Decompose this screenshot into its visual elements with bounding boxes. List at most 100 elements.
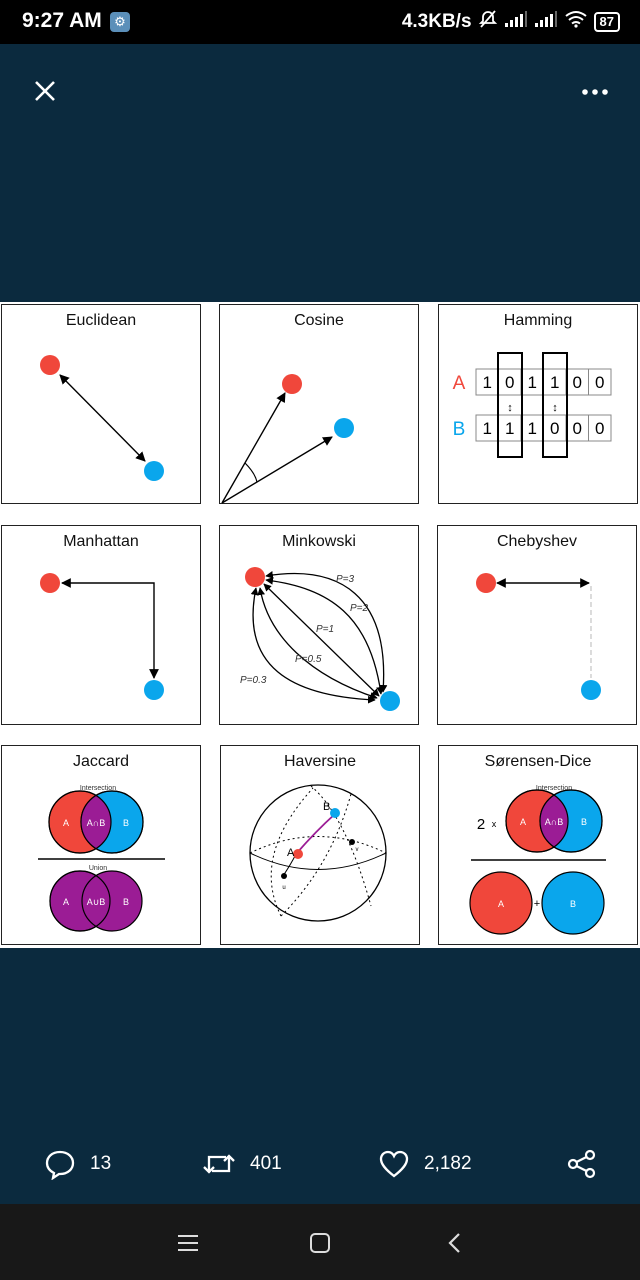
close-button[interactable] xyxy=(30,76,60,106)
settings-icon: ⚙ xyxy=(110,12,130,32)
jaccard-panel: Jaccard Intersection A A∩B B Union A A∪B… xyxy=(1,745,201,945)
panel-title: Hamming xyxy=(503,312,573,329)
panel-title: Euclidean xyxy=(65,312,137,329)
wifi-icon xyxy=(564,10,588,34)
more-icon xyxy=(582,89,608,95)
manhattan-diagram xyxy=(40,573,164,700)
intersection-label: Intersection xyxy=(536,785,572,792)
hamming-bit: 1 xyxy=(483,373,492,392)
minkowski-diagram: P=3 P=2 P=1 P=0.5 P=0.3 xyxy=(240,567,400,711)
navigation-bar xyxy=(0,1204,640,1280)
sorensen-dice-panel: Sørensen-Dice Intersection 2 x A A∩B B A… xyxy=(438,745,638,945)
menu-button[interactable] xyxy=(173,1228,203,1258)
cosine-diagram xyxy=(221,374,354,504)
svg-text:↕: ↕ xyxy=(507,402,513,414)
retweet-icon xyxy=(203,1154,235,1174)
hamming-diagram: A B 1 0 1 1 0 01 1 1 0 0 0 ↕ ↕ xyxy=(453,352,612,458)
panel-title: Minkowski xyxy=(282,533,356,550)
comment-icon xyxy=(45,1150,75,1180)
panel-title: Cosine xyxy=(294,312,344,329)
svg-text:A: A xyxy=(63,897,69,907)
chebyshev-panel: Chebyshev xyxy=(437,525,637,725)
panel-title: Chebyshev xyxy=(496,533,578,550)
like-button[interactable]: 2,182 xyxy=(378,1148,472,1180)
home-icon xyxy=(310,1233,330,1253)
panel-title: Haversine xyxy=(283,753,357,770)
mute-icon xyxy=(478,9,498,35)
more-options-button[interactable] xyxy=(580,80,610,104)
hamming-cell xyxy=(588,368,612,396)
home-button[interactable] xyxy=(305,1228,335,1258)
heart-icon xyxy=(379,1150,409,1178)
retweet-count: 401 xyxy=(250,1153,282,1174)
svg-text:A∩B: A∩B xyxy=(87,818,105,828)
share-button[interactable] xyxy=(566,1148,598,1180)
svg-text:A: A xyxy=(520,817,526,827)
svg-text:B: B xyxy=(570,899,576,909)
svg-text:↕: ↕ xyxy=(552,402,558,414)
menu-icon xyxy=(178,1235,198,1251)
manhattan-panel: Manhattan xyxy=(1,525,201,725)
svg-text:B: B xyxy=(123,897,129,907)
chebyshev-diagram xyxy=(476,573,601,700)
like-count: 2,182 xyxy=(424,1153,472,1174)
network-speed: 4.3KB/s xyxy=(401,11,472,32)
minkowski-label: P=1 xyxy=(316,624,334,635)
svg-text:B: B xyxy=(581,817,587,827)
retweet-button[interactable]: 401 xyxy=(202,1148,282,1180)
status-bar: 9:27 AM ⚙ 4.3KB/s 87 xyxy=(0,0,640,44)
signal-icon xyxy=(534,10,558,34)
back-icon xyxy=(448,1233,460,1253)
share-icon xyxy=(567,1149,596,1179)
hamming-bit: 0 xyxy=(595,373,604,392)
hamming-row-a-label: A xyxy=(453,373,466,394)
back-button[interactable] xyxy=(440,1228,470,1258)
panel-title: Sørensen-Dice xyxy=(484,753,592,770)
euclidean-panel: Euclidean xyxy=(1,304,201,504)
hamming-bit: 1 xyxy=(528,373,537,392)
panel-title: Jaccard xyxy=(72,753,130,770)
panel-title: Manhattan xyxy=(63,533,139,550)
svg-text:A: A xyxy=(287,847,295,859)
svg-text:A: A xyxy=(63,818,69,828)
minkowski-panel: Minkowski P=3 P=2 P=1 P=0.5 P=0.3 xyxy=(219,525,419,725)
haversine-diagram: A B u v xyxy=(249,784,387,922)
status-right: 4.3KB/s 87 xyxy=(402,9,620,35)
hamming-bit: 0 xyxy=(595,419,604,438)
svg-text:B: B xyxy=(323,801,330,813)
svg-text:A∩B: A∩B xyxy=(545,817,563,827)
hamming-bit: 0 xyxy=(505,373,514,392)
euclidean-diagram xyxy=(40,355,164,481)
intersection-label: Intersection xyxy=(80,785,116,792)
svg-text:+: + xyxy=(534,898,540,910)
close-icon xyxy=(35,81,55,101)
tweet-actions: 13 401 2,182 xyxy=(0,1140,640,1196)
svg-text:A: A xyxy=(498,899,504,909)
svg-text:x: x xyxy=(492,819,497,829)
jaccard-diagram: Intersection A A∩B B Union A A∪B B xyxy=(38,785,165,932)
svg-text:B: B xyxy=(123,818,129,828)
minkowski-label: P=2 xyxy=(350,603,369,614)
cosine-panel: Cosine xyxy=(219,304,419,504)
hamming-bit: 0 xyxy=(573,419,582,438)
reply-count: 13 xyxy=(90,1153,112,1174)
svg-text:v: v xyxy=(356,847,359,853)
svg-text:2: 2 xyxy=(477,816,485,833)
minkowski-label: P=0.5 xyxy=(295,654,322,665)
hamming-bit: 0 xyxy=(573,373,582,392)
minkowski-label: P=3 xyxy=(336,574,355,585)
battery-icon: 87 xyxy=(593,12,620,32)
haversine-panel: Haversine A B u v xyxy=(220,745,420,945)
hamming-bit: 1 xyxy=(550,373,559,392)
reply-button[interactable]: 13 xyxy=(44,1148,111,1180)
minkowski-label: P=0.3 xyxy=(240,675,267,686)
hamming-cell xyxy=(588,414,612,442)
status-time: 9:27 AM xyxy=(22,9,102,32)
hamming-bit: 1 xyxy=(483,419,492,438)
hamming-row-b-label: B xyxy=(453,419,466,440)
hamming-bit: 1 xyxy=(505,419,514,438)
svg-text:u: u xyxy=(282,885,285,891)
sorensen-dice-diagram: Intersection 2 x A A∩B B A B + xyxy=(469,785,606,935)
hamming-bit: 1 xyxy=(528,419,537,438)
